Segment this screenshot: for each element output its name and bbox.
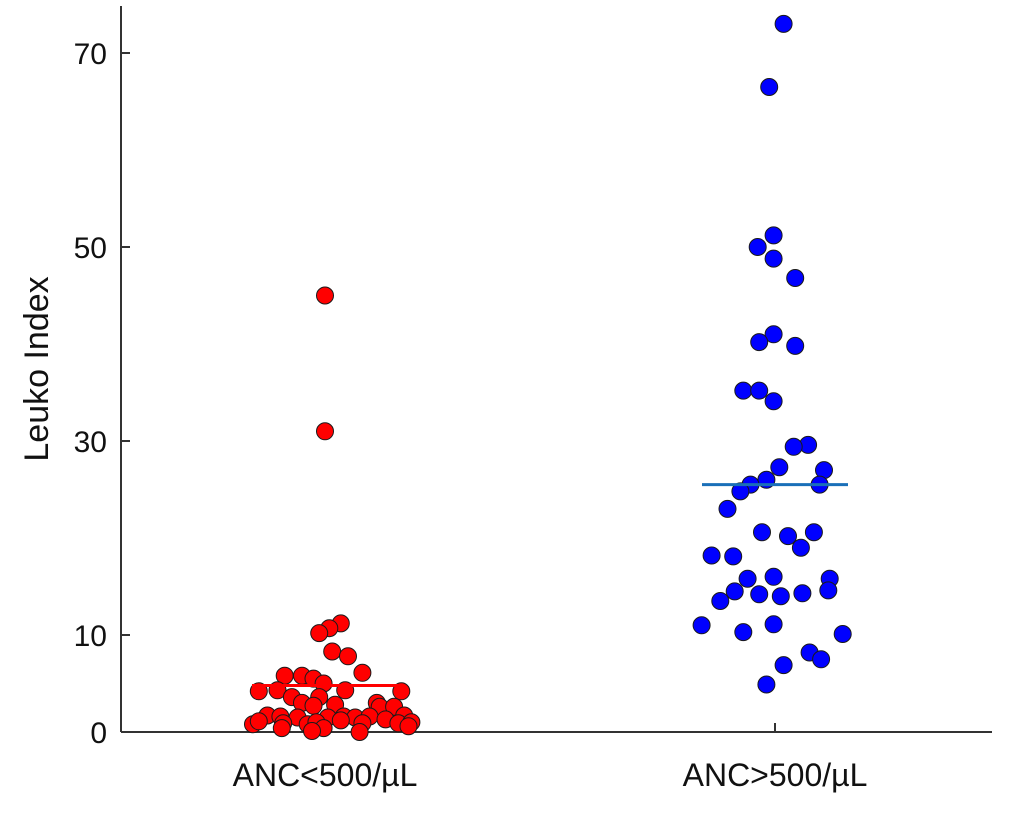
data-point [793, 584, 812, 603]
data-point [718, 499, 737, 518]
data-point [764, 567, 783, 586]
data-point [770, 458, 789, 477]
data-point [833, 625, 852, 643]
data-point [804, 523, 823, 542]
y-tick-label: 30 [74, 426, 107, 459]
data-point [774, 14, 793, 33]
data-point [750, 585, 769, 604]
x-ticks: ANC<500/µL ANC>500/µL [233, 723, 868, 793]
data-point [316, 422, 334, 441]
data-point [819, 581, 838, 600]
data-point [757, 675, 776, 694]
data-point [692, 616, 711, 635]
data-point [812, 650, 831, 669]
data-point [392, 682, 411, 701]
data-point [353, 663, 372, 682]
data-point [272, 719, 291, 738]
data-point [760, 78, 779, 96]
y-axis-title: Leuko Index [18, 276, 56, 461]
data-point [350, 723, 369, 741]
data-point [331, 711, 350, 730]
y-tick-label: 50 [74, 232, 107, 265]
data-point [399, 717, 418, 736]
data-points [244, 14, 852, 741]
data-point [784, 437, 803, 456]
x-tick-label: ANC<500/µL [233, 757, 418, 793]
data-point [791, 538, 810, 557]
data-point [786, 269, 805, 287]
data-point [753, 523, 771, 542]
median-lines [252, 483, 848, 687]
data-point [786, 336, 805, 355]
y-tick-label: 10 [74, 620, 107, 653]
data-point [711, 592, 730, 610]
data-point [779, 527, 797, 546]
data-point [303, 722, 321, 740]
data-point [738, 569, 757, 588]
data-point [731, 482, 750, 501]
data-point [304, 696, 323, 715]
data-point [734, 623, 753, 642]
data-point [316, 286, 334, 305]
data-point [764, 615, 783, 634]
y-tick-label: 70 [74, 38, 107, 71]
data-point [750, 381, 769, 400]
data-point [249, 712, 268, 731]
data-point [764, 226, 783, 245]
data-point [771, 587, 790, 606]
data-point [734, 381, 753, 400]
data-point [724, 547, 743, 566]
data-point [339, 647, 357, 666]
data-point [725, 582, 744, 601]
data-point [764, 392, 783, 411]
x-tick-label: ANC>500/µL [683, 757, 868, 793]
data-point [750, 333, 769, 352]
data-point [310, 624, 329, 643]
data-point [702, 546, 721, 565]
data-point [774, 656, 793, 675]
data-point [249, 682, 268, 701]
data-point [764, 325, 783, 344]
data-point [748, 238, 767, 256]
y-ticks: 0 10 30 50 70 [74, 38, 130, 750]
y-tick-label: 0 [90, 717, 107, 750]
data-point [323, 642, 342, 661]
data-point [764, 249, 783, 268]
